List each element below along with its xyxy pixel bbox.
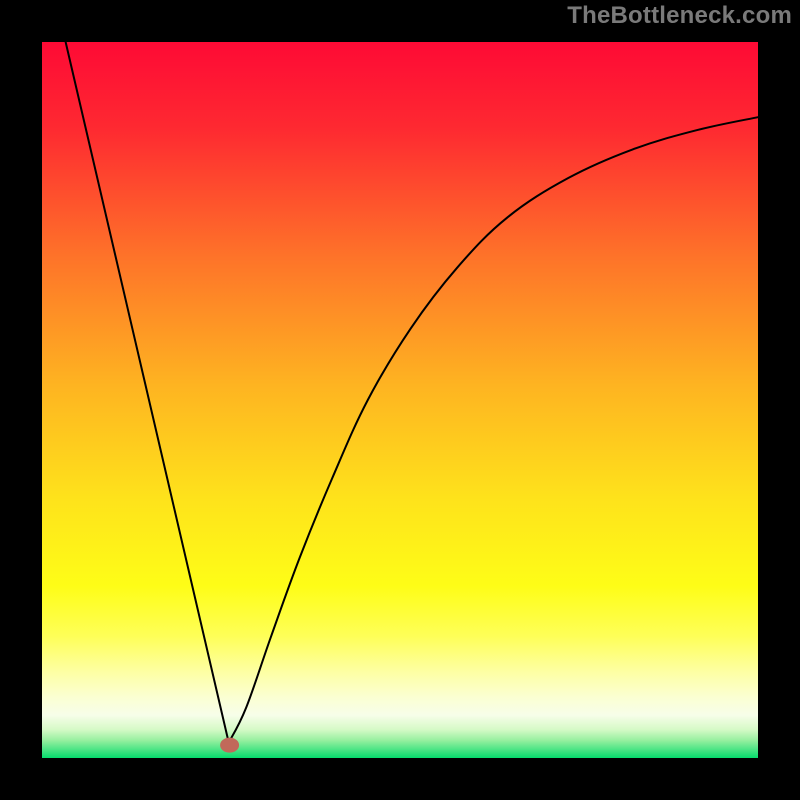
watermark-text: TheBottleneck.com [567, 2, 792, 30]
chart-container: TheBottleneck.com [0, 0, 800, 800]
bottleneck-chart [0, 0, 800, 800]
optimal-marker [221, 738, 239, 752]
